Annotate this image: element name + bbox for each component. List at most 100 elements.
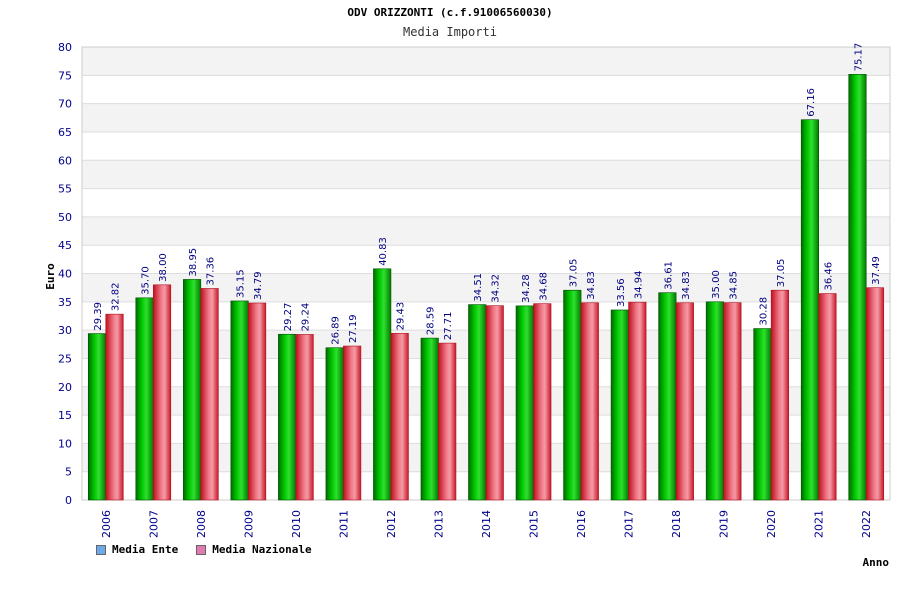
- grid-band: [82, 47, 890, 76]
- data-label: 35.15: [236, 269, 247, 298]
- bar-media-nazionale: [343, 345, 362, 501]
- data-label: 30.28: [758, 297, 769, 326]
- grid-band: [82, 216, 890, 246]
- legend-swatch-ente: [96, 544, 106, 555]
- x-tick-label: 2008: [195, 510, 208, 538]
- chart-title: ODV ORIZZONTI (c.f.91006560030): [347, 6, 553, 19]
- legend-item-ente: Media Ente: [96, 543, 178, 556]
- data-label: 33.56: [616, 278, 627, 307]
- x-tick-label: 2012: [385, 510, 398, 538]
- y-tick-label: 60: [58, 154, 72, 167]
- y-tick-label: 15: [58, 409, 72, 422]
- y-tick-label: 45: [58, 239, 72, 252]
- legend-item-nazionale: Media Nazionale: [196, 543, 312, 556]
- legend-swatch-nazionale: [196, 544, 207, 555]
- data-label: 37.36: [206, 257, 217, 286]
- data-label: 32.82: [111, 283, 122, 312]
- bar-media-ente: [87, 333, 107, 501]
- x-axis-label: Anno: [863, 556, 890, 569]
- bar-media-nazionale: [390, 333, 409, 501]
- bar-media-nazionale: [818, 293, 837, 501]
- y-tick-label: 0: [65, 494, 72, 507]
- y-tick-label: 75: [58, 69, 72, 82]
- x-tick-label: 2022: [860, 510, 873, 538]
- data-label: 35.00: [711, 270, 722, 299]
- x-tick-label: 2007: [147, 510, 160, 538]
- bar-media-nazionale: [152, 284, 172, 501]
- y-tick-label: 35: [58, 296, 72, 309]
- y-tick-label: 10: [58, 437, 72, 450]
- y-tick-label: 55: [58, 183, 72, 196]
- y-tick-label: 65: [58, 126, 72, 139]
- bar-media-ente: [658, 292, 677, 501]
- x-tick-label: 2017: [623, 510, 636, 538]
- bar-media-nazionale: [295, 334, 314, 501]
- data-label: 34.28: [521, 274, 532, 303]
- bar-media-nazionale: [248, 302, 267, 501]
- y-tick-label: 25: [58, 352, 72, 365]
- x-tick-label: 2006: [100, 510, 113, 538]
- x-tick-label: 2021: [813, 510, 826, 538]
- x-tick-label: 2020: [765, 510, 778, 538]
- bar-media-nazionale: [865, 287, 885, 501]
- x-tick-label: 2019: [718, 510, 731, 538]
- bar-media-nazionale: [723, 302, 742, 501]
- bar-media-ente: [230, 300, 249, 501]
- data-label: 37.05: [568, 259, 579, 288]
- x-tick-label: 2015: [528, 510, 541, 538]
- legend-label-nazionale: Media Nazionale: [212, 543, 312, 556]
- data-label: 29.39: [93, 302, 104, 331]
- data-label: 34.51: [473, 273, 484, 302]
- bar-media-nazionale: [628, 301, 647, 501]
- x-tick-label: 2010: [290, 510, 303, 538]
- bar-media-nazionale: [200, 288, 219, 501]
- data-label: 34.79: [253, 271, 264, 300]
- bar-media-nazionale: [770, 289, 789, 501]
- bar-media-ente: [563, 289, 582, 501]
- bar-media-ente: [800, 119, 820, 501]
- legend-label-ente: Media Ente: [112, 543, 179, 556]
- x-tick-label: 2009: [242, 510, 255, 538]
- data-label: 40.83: [378, 237, 389, 266]
- data-label: 35.70: [141, 266, 152, 295]
- data-label: 34.32: [491, 274, 502, 303]
- data-label: 27.71: [443, 311, 454, 340]
- grid-band: [82, 245, 890, 274]
- bar-media-ente: [610, 309, 629, 501]
- bar-media-ente: [373, 268, 392, 501]
- y-tick-label: 5: [65, 466, 72, 479]
- data-label: 67.16: [806, 88, 817, 117]
- data-label: 38.95: [188, 248, 199, 277]
- x-tick-label: 2011: [337, 510, 350, 538]
- data-label: 28.59: [426, 306, 437, 335]
- grid-band: [82, 103, 890, 132]
- grid-band: [82, 131, 890, 161]
- data-label: 34.85: [728, 271, 739, 300]
- y-tick-label: 20: [58, 381, 72, 394]
- data-label: 37.05: [776, 259, 787, 288]
- chart-subtitle: Media Importi: [403, 25, 497, 39]
- y-tick-label: 40: [58, 268, 72, 281]
- bar-media-ente: [183, 279, 202, 501]
- grid-band: [82, 75, 890, 104]
- data-label: 34.94: [633, 271, 644, 300]
- data-label: 36.46: [823, 262, 834, 291]
- bar-media-nazionale: [533, 303, 552, 501]
- data-label: 34.68: [538, 272, 549, 301]
- data-label: 38.00: [158, 253, 169, 282]
- grid-band: [82, 160, 890, 189]
- bar-media-nazionale: [580, 302, 599, 501]
- data-label: 37.49: [871, 256, 882, 285]
- x-tick-label: 2018: [670, 510, 683, 538]
- y-tick-label: 80: [58, 41, 72, 54]
- bar-media-ente: [848, 74, 867, 501]
- grid-band: [82, 188, 890, 217]
- bar-media-ente: [468, 304, 487, 501]
- bar-media-nazionale: [438, 342, 457, 501]
- y-axis-label: Euro: [44, 263, 57, 290]
- bar-media-ente: [278, 333, 297, 501]
- bar-media-nazionale: [675, 302, 694, 501]
- data-label: 27.19: [348, 314, 359, 343]
- bar-media-nazionale: [105, 313, 124, 501]
